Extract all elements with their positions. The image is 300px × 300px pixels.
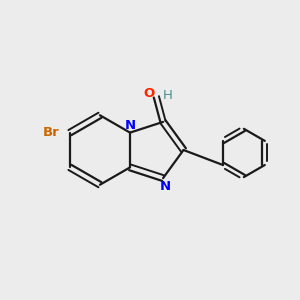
Text: O: O <box>143 86 155 100</box>
Text: N: N <box>159 180 170 193</box>
Text: N: N <box>125 119 136 132</box>
Text: H: H <box>163 89 172 102</box>
Text: Br: Br <box>42 125 59 139</box>
